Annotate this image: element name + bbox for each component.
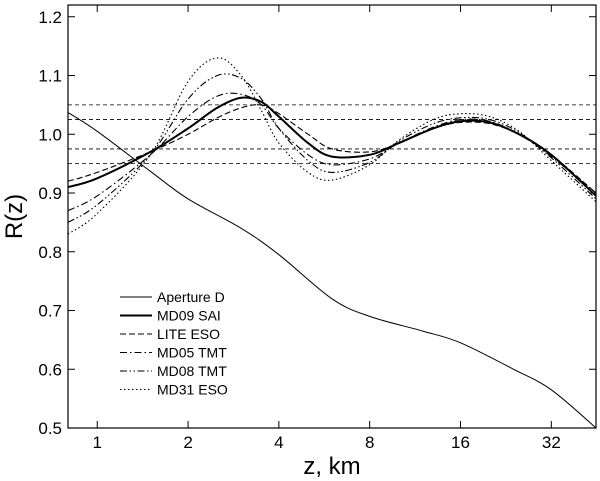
x-tick-label: 16 <box>451 433 470 452</box>
series-line-1 <box>68 96 596 197</box>
y-axis-title: R(z) <box>1 194 28 239</box>
y-tick-label: 1.2 <box>38 8 62 27</box>
x-tick-label: 32 <box>542 433 561 452</box>
y-tick-label: 1.0 <box>38 125 62 144</box>
series-lines <box>68 57 596 428</box>
y-tick-label: 0.7 <box>38 302 62 321</box>
plot-frame <box>67 4 597 429</box>
y-tick-label: 0.5 <box>38 419 62 438</box>
y-tick-label: 1.1 <box>38 67 62 86</box>
y-tick-label: 0.6 <box>38 360 62 379</box>
x-axis-title: z, km <box>303 453 360 480</box>
legend-label: Aperture D <box>157 289 225 305</box>
legend-label: MD31 ESO <box>157 382 228 398</box>
x-tick-label: 8 <box>365 433 374 452</box>
legend-label: MD08 TMT <box>157 363 227 379</box>
series-line-0 <box>68 112 596 428</box>
axis-ticks: 1 2 4 8 16 32 0.5 0.6 0.7 0.8 0.9 1.0 1.1 1.2 <box>38 5 596 452</box>
legend-label: MD09 SAI <box>157 308 221 324</box>
y-tick-label: 0.9 <box>38 184 62 203</box>
legend: Aperture D MD09 SAI LITE ESO MD05 TMT MD08 T… <box>120 289 228 398</box>
x-tick-label: 2 <box>183 433 192 452</box>
x-tick-label: 1 <box>93 433 102 452</box>
series-line-4 <box>68 73 596 223</box>
legend-label: LITE ESO <box>157 326 220 342</box>
series-line-3 <box>68 92 596 212</box>
y-tick-label: 0.8 <box>38 243 62 262</box>
x-tick-label: 4 <box>274 433 283 452</box>
series-line-5 <box>68 57 596 235</box>
legend-label: MD05 TMT <box>157 345 227 361</box>
